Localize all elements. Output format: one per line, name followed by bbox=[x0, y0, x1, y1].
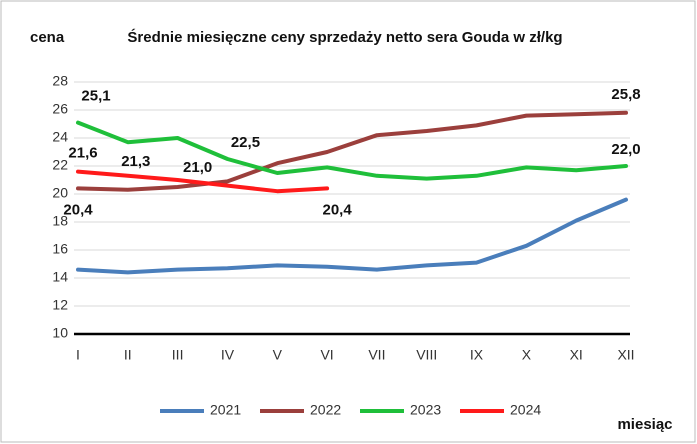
line-series bbox=[76, 110, 628, 192]
x-tick-label: X bbox=[522, 347, 532, 363]
x-tick-label: VI bbox=[320, 347, 333, 363]
legend-label: 2023 bbox=[410, 402, 441, 418]
legend-label: 2022 bbox=[310, 402, 341, 418]
data-label: 22,0 bbox=[611, 141, 640, 158]
x-tick-label: VIII bbox=[416, 347, 437, 363]
x-axis-label: miesiąc bbox=[617, 416, 672, 433]
y-tick-label: 20 bbox=[52, 185, 68, 201]
data-label: 21,6 bbox=[68, 145, 97, 162]
y-tick-label: 26 bbox=[52, 101, 68, 117]
data-label: 25,8 bbox=[611, 86, 640, 103]
data-label: 22,5 bbox=[231, 134, 260, 151]
y-tick-label: 10 bbox=[52, 325, 68, 341]
y-tick-label: 12 bbox=[52, 297, 68, 313]
x-tick-label: V bbox=[273, 347, 283, 363]
data-label: 25,1 bbox=[81, 88, 110, 105]
y-tick-label: 18 bbox=[52, 213, 68, 229]
line-series bbox=[76, 120, 628, 181]
x-tick-label: III bbox=[172, 347, 184, 363]
line-series bbox=[76, 197, 628, 275]
y-tick-label: 14 bbox=[52, 269, 68, 285]
y-axis-label: cena bbox=[30, 29, 65, 46]
chart-title: Średnie miesięczne ceny sprzedaży netto … bbox=[127, 28, 562, 46]
x-tick-label: II bbox=[124, 347, 132, 363]
y-tick-label: 28 bbox=[52, 73, 68, 89]
legend-label: 2021 bbox=[210, 402, 241, 418]
data-label: 21,0 bbox=[183, 159, 212, 176]
x-tick-label: IX bbox=[470, 347, 484, 363]
data-label: 21,3 bbox=[121, 153, 150, 170]
data-label: 20,4 bbox=[63, 201, 93, 218]
line-series bbox=[76, 169, 330, 194]
legend-label: 2024 bbox=[510, 402, 541, 418]
x-tick-label: I bbox=[76, 347, 80, 363]
y-tick-label: 16 bbox=[52, 241, 68, 257]
x-tick-label: XI bbox=[570, 347, 583, 363]
y-tick-label: 22 bbox=[52, 157, 68, 173]
x-tick-label: XII bbox=[617, 347, 634, 363]
y-tick-label: 24 bbox=[52, 129, 68, 145]
data-label: 20,4 bbox=[322, 201, 352, 218]
x-tick-label: IV bbox=[221, 347, 235, 363]
x-tick-label: VII bbox=[368, 347, 385, 363]
